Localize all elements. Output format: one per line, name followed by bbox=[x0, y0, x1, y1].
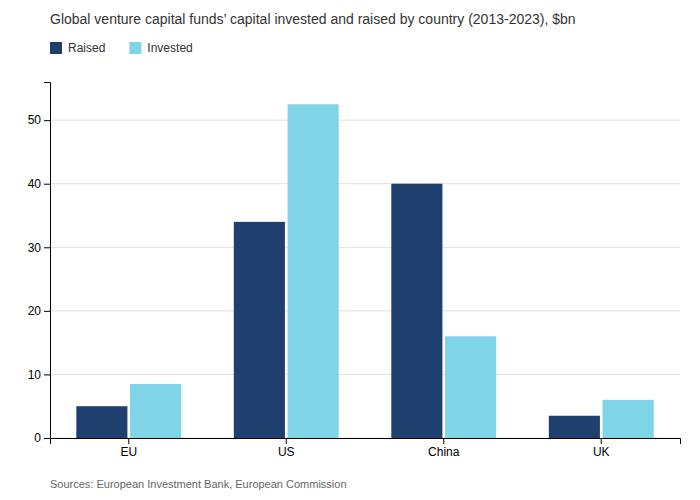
legend-item: Raised bbox=[50, 41, 105, 55]
legend-swatch bbox=[50, 42, 62, 54]
legend-swatch bbox=[129, 42, 141, 54]
y-tick-label: 20 bbox=[28, 304, 42, 318]
legend-label: Raised bbox=[68, 41, 105, 55]
y-tick-label: 50 bbox=[28, 113, 42, 127]
bars bbox=[76, 104, 653, 438]
bar bbox=[603, 400, 654, 438]
bar bbox=[76, 406, 127, 438]
bar bbox=[445, 336, 496, 438]
legend-item: Invested bbox=[129, 41, 192, 55]
bar bbox=[130, 384, 181, 438]
legend: Raised Invested bbox=[50, 41, 193, 55]
x-tick-label: EU bbox=[120, 445, 137, 459]
y-tick-label: 30 bbox=[28, 241, 42, 255]
grid-line bbox=[50, 120, 680, 121]
bar bbox=[549, 416, 600, 438]
x-tick: UK bbox=[593, 438, 610, 459]
y-tick-label: 40 bbox=[28, 177, 42, 191]
chart: Global venture capital funds’ capital in… bbox=[0, 0, 700, 500]
x-tick-mark bbox=[443, 438, 444, 444]
x-tick: US bbox=[278, 438, 295, 459]
bar bbox=[288, 104, 339, 438]
x-axis-line bbox=[51, 439, 681, 445]
series bbox=[130, 104, 654, 438]
y-tick: 50 bbox=[28, 113, 50, 127]
y-tick-label: 0 bbox=[34, 431, 41, 445]
bar bbox=[391, 184, 442, 438]
grid bbox=[50, 120, 680, 438]
grid-line bbox=[50, 374, 680, 375]
legend-label: Invested bbox=[147, 41, 192, 55]
x-tick-mark bbox=[128, 438, 129, 444]
plot: 0 10 20 30 40 50 EU US China UK bbox=[28, 83, 681, 459]
grid-line bbox=[50, 183, 680, 184]
x-tick: China bbox=[428, 438, 460, 459]
annotation: Sources: European Investment Bank, Europ… bbox=[50, 478, 347, 490]
y-tick-label: 10 bbox=[28, 368, 42, 382]
y-tick: 40 bbox=[28, 177, 50, 191]
y-tick: 0 bbox=[34, 431, 50, 445]
y-tick: 20 bbox=[28, 304, 50, 318]
y-tick-mark bbox=[44, 438, 50, 439]
x-tick: EU bbox=[120, 438, 137, 459]
y-tick-mark bbox=[44, 311, 50, 312]
y-tick-mark bbox=[44, 374, 50, 375]
y-tick-mark bbox=[44, 120, 50, 121]
x-axis: EU US China UK bbox=[51, 438, 681, 459]
x-tick-label: US bbox=[278, 445, 295, 459]
x-tick-mark bbox=[286, 438, 287, 444]
x-tick-label: UK bbox=[593, 445, 610, 459]
grid-line bbox=[50, 310, 680, 311]
y-axis: 0 10 20 30 40 50 bbox=[28, 83, 51, 446]
title: Global venture capital funds’ capital in… bbox=[50, 11, 576, 27]
grid-line bbox=[50, 247, 680, 248]
bar bbox=[234, 222, 285, 438]
y-tick-mark bbox=[44, 247, 50, 248]
x-tick-label: China bbox=[428, 445, 460, 459]
y-axis-line bbox=[44, 83, 51, 439]
y-tick-mark bbox=[44, 184, 50, 185]
y-tick: 30 bbox=[28, 241, 50, 255]
x-tick-mark bbox=[601, 438, 602, 444]
y-tick: 10 bbox=[28, 368, 50, 382]
